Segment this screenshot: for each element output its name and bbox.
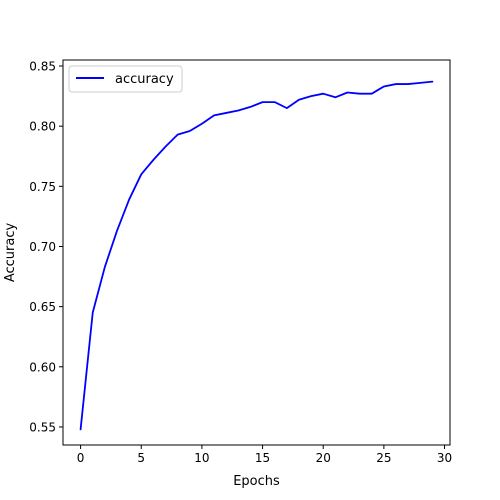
y-tick-label: 0.70 [29, 240, 56, 254]
y-tick-label: 0.55 [29, 420, 56, 434]
y-tick-label: 0.80 [29, 120, 56, 134]
y-tick-label: 0.60 [29, 360, 56, 374]
x-tick-label: 5 [137, 451, 145, 465]
y-tick-label: 0.75 [29, 180, 56, 194]
legend-label-accuracy: accuracy [115, 72, 174, 87]
y-tick-label: 0.85 [29, 60, 56, 74]
x-tick-label: 10 [194, 451, 209, 465]
legend: accuracy [69, 66, 182, 92]
x-tick-label: 20 [316, 451, 331, 465]
x-axis-label: Epochs [233, 474, 280, 489]
x-tick-label: 0 [77, 451, 85, 465]
y-axis-label: Accuracy [3, 223, 18, 283]
y-tick-label: 0.65 [29, 300, 56, 314]
x-tick-label: 30 [437, 451, 452, 465]
x-tick-label: 15 [255, 451, 270, 465]
x-tick-label: 25 [376, 451, 391, 465]
